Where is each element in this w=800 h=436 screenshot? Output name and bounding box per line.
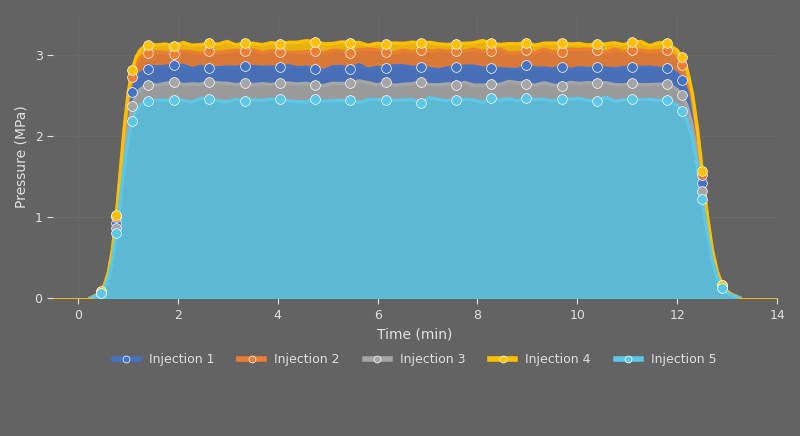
Injection 4 — [143, 42, 153, 48]
Injection 2 — [486, 48, 496, 54]
Legend: Injection 1, Injection 2, Injection 3, Injection 4, Injection 5: Injection 1, Injection 2, Injection 3, I… — [109, 348, 722, 371]
Injection 3 — [337, 81, 346, 86]
Injection 4 — [478, 38, 487, 43]
Y-axis label: Pressure (MPa): Pressure (MPa) — [15, 106, 29, 208]
Injection 2 — [539, 47, 549, 52]
Line: Injection 2: Injection 2 — [90, 49, 740, 298]
Line: Injection 1: Injection 1 — [90, 65, 740, 298]
Injection 1 — [86, 296, 95, 301]
Injection 5 — [205, 96, 214, 101]
Injection 3 — [143, 83, 153, 88]
Injection 1 — [337, 64, 346, 69]
Injection 3 — [310, 82, 320, 88]
Injection 2 — [86, 296, 95, 301]
Line: Injection 4: Injection 4 — [90, 41, 740, 298]
Injection 5 — [735, 296, 745, 301]
Injection 2 — [143, 51, 153, 56]
Injection 3 — [205, 79, 214, 84]
Injection 2 — [337, 48, 346, 54]
Injection 4 — [495, 42, 505, 47]
Injection 5 — [310, 97, 320, 102]
Injection 2 — [735, 296, 745, 301]
Injection 3 — [618, 82, 628, 88]
Injection 1 — [354, 62, 364, 68]
Injection 4 — [205, 41, 214, 46]
Injection 1 — [310, 66, 320, 71]
Injection 1 — [495, 66, 505, 72]
Injection 2 — [618, 49, 628, 54]
Injection 4 — [618, 42, 628, 48]
Injection 5 — [601, 95, 610, 100]
Injection 2 — [205, 48, 214, 54]
Injection 1 — [205, 65, 214, 71]
Line: Injection 3: Injection 3 — [90, 81, 740, 298]
Injection 4 — [337, 39, 346, 44]
Injection 1 — [143, 67, 153, 72]
Injection 5 — [143, 99, 153, 104]
Injection 3 — [354, 78, 364, 84]
Injection 3 — [735, 296, 745, 301]
Injection 4 — [310, 39, 320, 44]
Injection 4 — [735, 296, 745, 301]
Injection 3 — [86, 296, 95, 301]
Injection 4 — [86, 296, 95, 301]
Injection 5 — [337, 98, 346, 103]
Injection 1 — [618, 65, 628, 70]
Injection 1 — [735, 296, 745, 301]
Injection 2 — [310, 49, 320, 54]
X-axis label: Time (min): Time (min) — [378, 327, 453, 341]
Line: Injection 5: Injection 5 — [90, 97, 740, 298]
Injection 5 — [86, 296, 95, 301]
Injection 5 — [486, 95, 496, 100]
Injection 5 — [618, 98, 628, 103]
Injection 3 — [495, 82, 505, 87]
